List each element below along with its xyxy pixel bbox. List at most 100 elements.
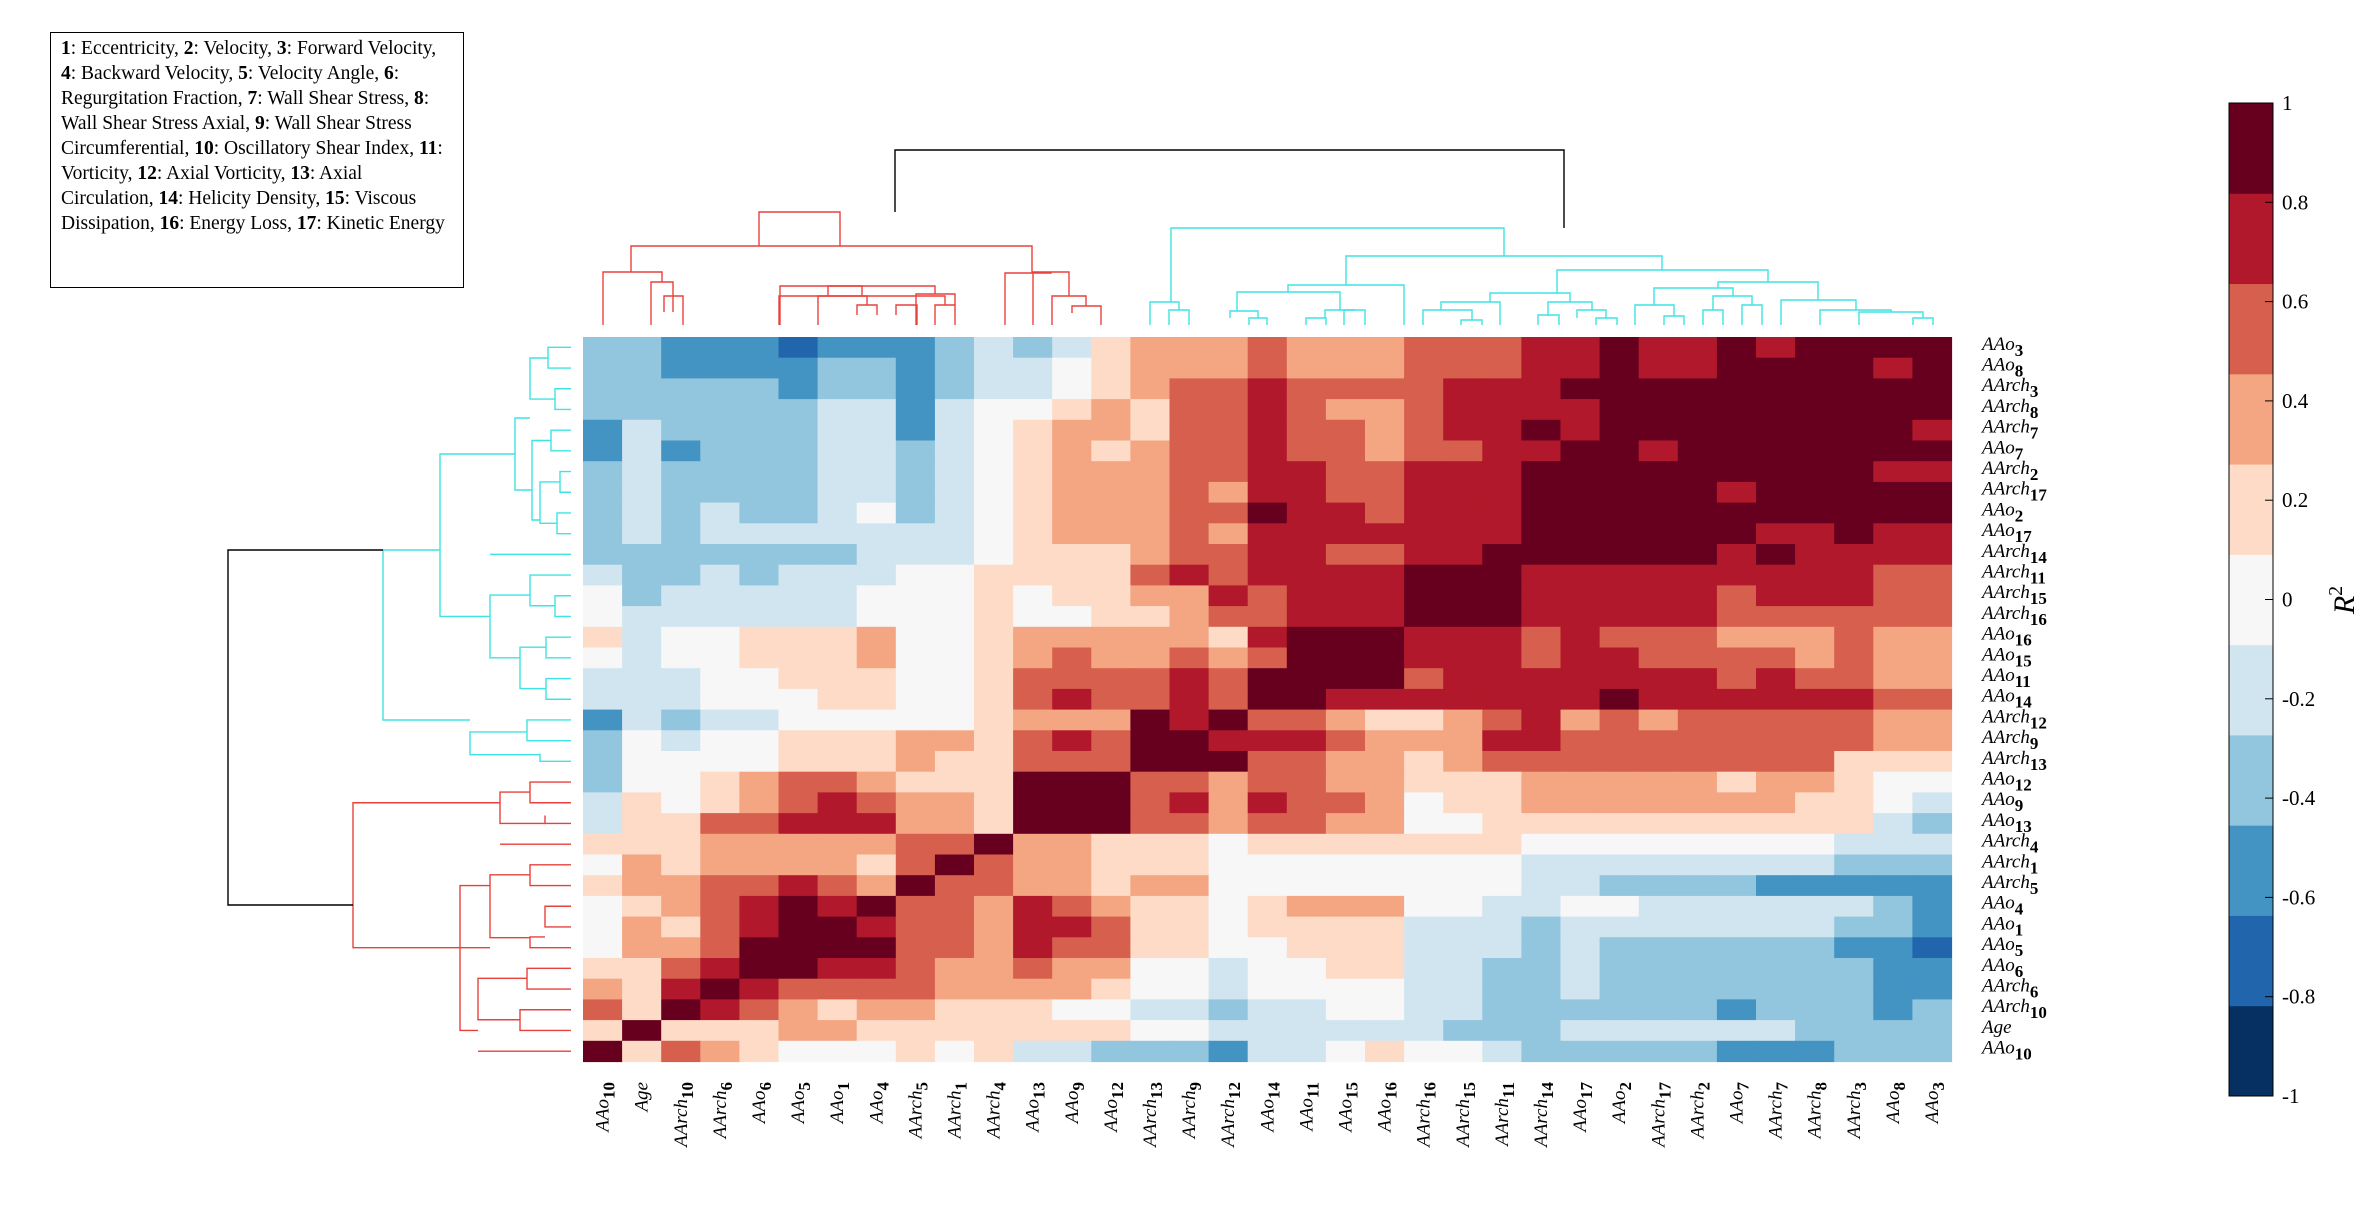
heatmap-cell <box>583 399 623 421</box>
heatmap-cell <box>1912 1040 1953 1063</box>
row-label-subscript: 15 <box>2030 589 2047 608</box>
heatmap-cell <box>1521 875 1562 897</box>
heatmap-cell <box>856 730 897 752</box>
heatmap-cell <box>1716 1020 1757 1042</box>
heatmap-cell <box>1834 606 1874 628</box>
heatmap-cell <box>1091 937 1131 959</box>
heatmap-cell <box>700 647 740 669</box>
colorbar-segment <box>2229 103 2273 194</box>
heatmap-cell <box>739 999 780 1021</box>
heatmap-cell <box>583 792 623 814</box>
heatmap-cell <box>1873 399 1913 421</box>
heatmap-cell <box>1169 730 1210 752</box>
dendrogram-link <box>1305 317 1327 325</box>
heatmap-cell <box>739 440 780 462</box>
heatmap-cell <box>1795 668 1835 690</box>
heatmap-cell <box>934 357 975 379</box>
column-label-subscript: 1 <box>834 1082 853 1091</box>
heatmap-cell <box>1325 999 1366 1021</box>
legend-entry-name: Wall Shear Stress Circumferential <box>61 113 412 159</box>
heatmap-cell <box>934 958 975 980</box>
heatmap-cell <box>1286 875 1327 897</box>
heatmap-cell <box>1404 606 1444 628</box>
row-label-subscript: 9 <box>2015 796 2024 815</box>
heatmap-cell <box>1795 916 1835 938</box>
heatmap-cell <box>856 564 897 586</box>
heatmap-cell <box>1325 502 1366 524</box>
heatmap-cell <box>583 937 623 959</box>
heatmap-cell <box>1795 626 1835 649</box>
heatmap-cell <box>895 958 936 980</box>
heatmap-cell <box>1325 481 1366 504</box>
heatmap-cell <box>1677 378 1718 400</box>
row-label-subscript: 9 <box>2030 734 2039 753</box>
heatmap-cell <box>622 937 662 959</box>
colorbar-tick-label: 0.8 <box>2282 190 2308 214</box>
heatmap-cell <box>1091 999 1131 1021</box>
heatmap-cell <box>1091 378 1131 400</box>
heatmap-cell <box>1365 730 1405 752</box>
heatmap-cell <box>1169 999 1210 1021</box>
heatmap-cell <box>1325 709 1366 731</box>
heatmap-cell <box>622 895 662 918</box>
heatmap-cell <box>1560 854 1601 876</box>
heatmap-cell <box>1482 357 1522 379</box>
heatmap-cell <box>700 895 740 918</box>
heatmap-cell <box>583 544 623 566</box>
heatmap-cell <box>1208 419 1249 442</box>
heatmap-cell <box>739 895 780 918</box>
heatmap-cell <box>661 668 701 690</box>
heatmap-cell <box>1443 813 1483 835</box>
dendrogram-link <box>547 346 571 369</box>
heatmap-cell <box>1599 751 1640 773</box>
colorbar-label: R2 <box>2325 586 2361 615</box>
heatmap-cell <box>856 875 897 897</box>
heatmap-cell <box>1286 626 1327 649</box>
heatmap-cell <box>974 1020 1014 1042</box>
heatmap-cell <box>1404 647 1444 669</box>
dendrogram-link <box>630 245 1033 273</box>
heatmap-cell <box>817 523 858 545</box>
heatmap-cell <box>1247 1040 1288 1063</box>
heatmap-cell <box>1560 771 1601 793</box>
heatmap-cell <box>1756 502 1796 524</box>
heatmap-cell <box>1443 1040 1483 1063</box>
heatmap-cell <box>1169 357 1210 379</box>
column-label-subscript: 16 <box>1382 1082 1401 1099</box>
heatmap-cell <box>1716 999 1757 1021</box>
heatmap-cell <box>1052 978 1092 1000</box>
heatmap-cell <box>934 419 975 442</box>
heatmap-cell <box>1912 440 1953 462</box>
heatmap-cell <box>778 813 819 835</box>
heatmap-cell <box>1130 958 1171 980</box>
heatmap-cell <box>1912 544 1953 566</box>
heatmap-cell <box>1677 585 1718 607</box>
heatmap-cell <box>1756 647 1796 669</box>
heatmap-cell <box>895 999 936 1021</box>
column-label: Age <box>632 1082 653 1114</box>
heatmap-cell <box>1521 585 1562 607</box>
heatmap-cell <box>856 937 897 959</box>
heatmap-cell <box>1208 337 1249 359</box>
column-label-base: Age <box>632 1082 653 1114</box>
column-label: AAo10 <box>593 1082 619 1134</box>
heatmap-cell <box>700 481 740 504</box>
colorbar-segment <box>2229 1005 2273 1097</box>
heatmap-cell <box>739 937 780 959</box>
heatmap-cell <box>895 668 936 690</box>
heatmap-cell <box>1677 709 1718 731</box>
row-label-subscript: 12 <box>2030 713 2047 732</box>
row-label-base: AAo <box>1980 499 2015 520</box>
dendrogram-link <box>554 388 571 411</box>
heatmap-cell <box>974 813 1014 835</box>
row-label-base: AArch <box>1980 603 2030 624</box>
heatmap-cell <box>895 544 936 566</box>
heatmap-cell <box>1834 792 1874 814</box>
heatmap-cell <box>1365 419 1405 442</box>
heatmap-cell <box>1443 854 1483 876</box>
heatmap-cell <box>1365 854 1405 876</box>
left-dendrogram <box>227 346 571 1052</box>
row-label-base: AAo <box>1980 624 2015 645</box>
column-label: AArch14 <box>1531 1082 1557 1149</box>
heatmap-cell <box>974 668 1014 690</box>
